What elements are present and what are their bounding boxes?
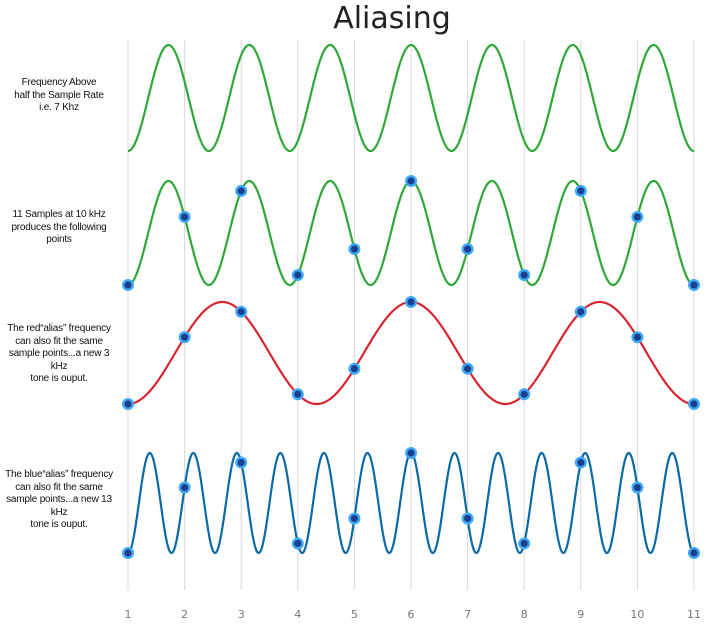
sample-point — [350, 365, 358, 373]
sample-point — [181, 483, 189, 492]
sample-tick-label: 4 — [294, 608, 301, 621]
sample-point — [520, 390, 528, 398]
sample-point — [520, 539, 528, 548]
sample-tick-label: 10 — [630, 608, 644, 621]
sample-tick-label: 1 — [125, 608, 132, 621]
sample-point — [464, 245, 472, 253]
sample-point — [577, 187, 585, 195]
sample-point — [633, 483, 642, 492]
sample-tick-label: 3 — [238, 608, 245, 621]
sample-point — [181, 333, 189, 341]
sample-tick-label: 8 — [521, 608, 528, 621]
sample-point — [237, 458, 245, 467]
sample-point — [294, 539, 302, 548]
row-label-line: can also fit the same — [15, 335, 103, 347]
sample-points — [122, 175, 700, 559]
row-label-line: 11 Samples at 10 kHz — [12, 209, 106, 221]
sample-point — [237, 187, 245, 195]
sample-point — [124, 549, 132, 557]
sample-tick-label: 7 — [464, 608, 471, 621]
sample-point — [407, 449, 415, 457]
sample-tick-label: 5 — [351, 608, 358, 621]
row-label-line: sample points...a new 13 kHz — [6, 494, 112, 518]
row-label-line: Frequency Above — [21, 77, 97, 89]
sample-point — [294, 390, 302, 398]
sample-point — [464, 514, 472, 523]
sample-point — [577, 308, 585, 316]
sample-point — [237, 308, 245, 316]
sample-point — [690, 281, 698, 289]
row-label-line: half the Sample Rate — [14, 89, 104, 101]
row-label-line: points — [46, 234, 72, 246]
row-label-1: Frequency Above half the Sample Rate i.e. … — [0, 77, 118, 115]
sample-tick-label: 9 — [577, 608, 584, 621]
waveform-row-1 — [127, 43, 695, 153]
sample-point — [577, 458, 585, 467]
sample-point — [407, 298, 415, 306]
sample-point — [690, 549, 698, 557]
row-label-line: produces the following — [11, 221, 107, 233]
sample-tick-labels: 1 2 3 4 5 6 7 8 9 10 11 — [125, 608, 702, 621]
row-label-line: The blue“alias” frequency — [5, 469, 113, 480]
row-label-line: The red“alias” frequency — [7, 323, 111, 334]
sample-tick-label: 6 — [408, 608, 415, 621]
row-label-3: The red“alias” frequency can also fit the… — [0, 323, 118, 386]
sample-tick-label: 11 — [687, 608, 701, 621]
sample-gridlines — [127, 40, 695, 590]
row-label-line: can also fit the same — [15, 481, 103, 493]
row-label-2: 11 Samples at 10 kHz produces the followi… — [0, 209, 118, 247]
sample-point — [633, 333, 642, 341]
sample-point — [464, 365, 472, 373]
sample-point — [294, 271, 302, 279]
sample-point — [520, 271, 528, 279]
diagram-title: Aliasing — [333, 1, 451, 36]
row-label-line: sample points...a new 3 kHz — [8, 348, 110, 372]
sample-point — [124, 400, 132, 408]
row-label-line: i.e. 7 Khz — [39, 102, 79, 114]
sample-point — [407, 177, 415, 185]
row-label-line: tone is ouput. — [30, 373, 88, 384]
sample-point — [181, 213, 189, 221]
sample-point — [633, 213, 642, 221]
sample-tick-label: 2 — [181, 608, 188, 621]
sample-point — [350, 514, 358, 523]
sample-point — [124, 281, 132, 289]
sample-point — [350, 245, 358, 253]
row-label-line: tone is ouput. — [30, 519, 88, 530]
sample-point — [690, 400, 698, 408]
row-label-4: The blue“alias” frequency can also fit th… — [0, 469, 118, 532]
